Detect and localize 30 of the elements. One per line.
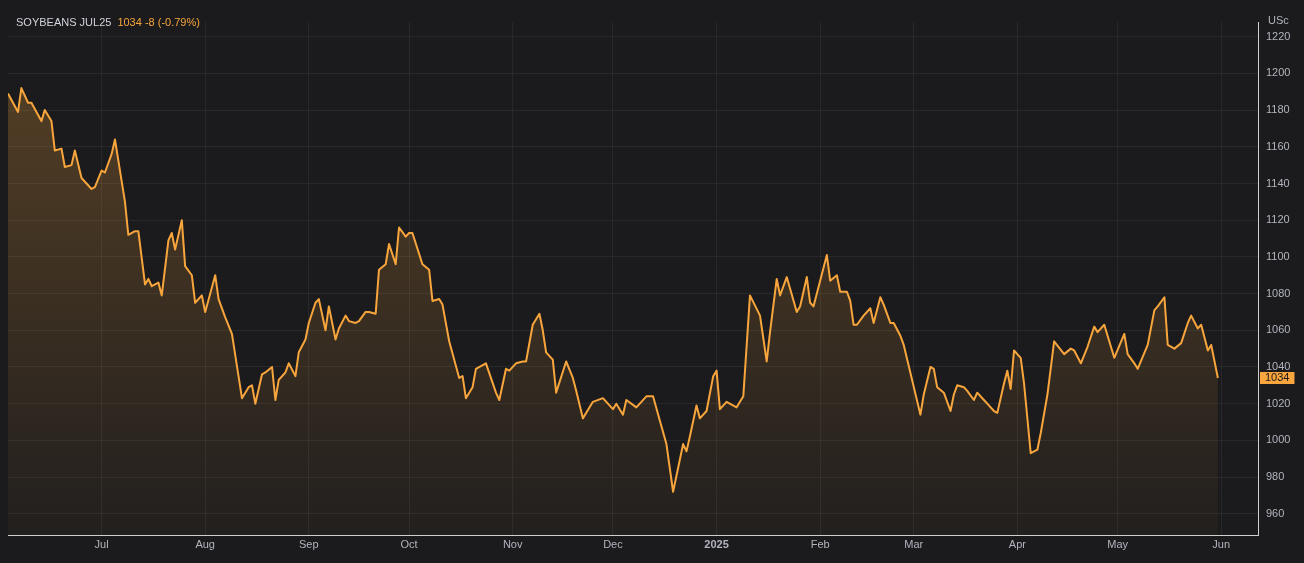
x-tick-label: Mar (904, 538, 924, 551)
y-tick-label: 1220 (1266, 29, 1291, 42)
y-tick-label: 1200 (1266, 66, 1291, 79)
y-tick-label: 1080 (1266, 286, 1291, 299)
x-tick-label: Dec (603, 538, 624, 551)
y-tick-label: 1120 (1266, 213, 1290, 226)
y-axis-title: USc (1268, 14, 1289, 26)
x-tick-label: Jul (94, 538, 109, 551)
x-tick-label: Nov (502, 538, 523, 551)
x-tick-label: 2025 (704, 538, 729, 551)
x-tick-label: Feb (810, 538, 830, 551)
x-tick-label: Jun (1212, 538, 1231, 551)
x-tick-label: Sep (299, 538, 319, 551)
x-tick-label: May (1107, 538, 1129, 551)
chart-subtitle: 1034 -8 (-0.79%) (117, 16, 200, 28)
y-tick-label: 1140 (1266, 176, 1290, 189)
y-tick-label: 1180 (1266, 103, 1290, 116)
y-tick-label: 1000 (1266, 433, 1291, 446)
y-tick-label: 960 (1266, 506, 1285, 519)
x-tick-label: Apr (1008, 538, 1027, 551)
text: 1034 (1265, 371, 1290, 384)
y-tick-label: 1060 (1266, 323, 1291, 336)
x-tick-label: Aug (195, 538, 215, 551)
x-tick-label: Oct (400, 538, 418, 551)
chart-title: SOYBEANS JUL25 (16, 16, 112, 28)
y-tick-label: 980 (1266, 470, 1285, 483)
y-tick-label: 1100 (1266, 249, 1290, 262)
y-tick-label: 1040 (1266, 360, 1291, 373)
y-tick-label: 1020 (1266, 396, 1291, 409)
y-tick-label: 1160 (1266, 139, 1290, 152)
